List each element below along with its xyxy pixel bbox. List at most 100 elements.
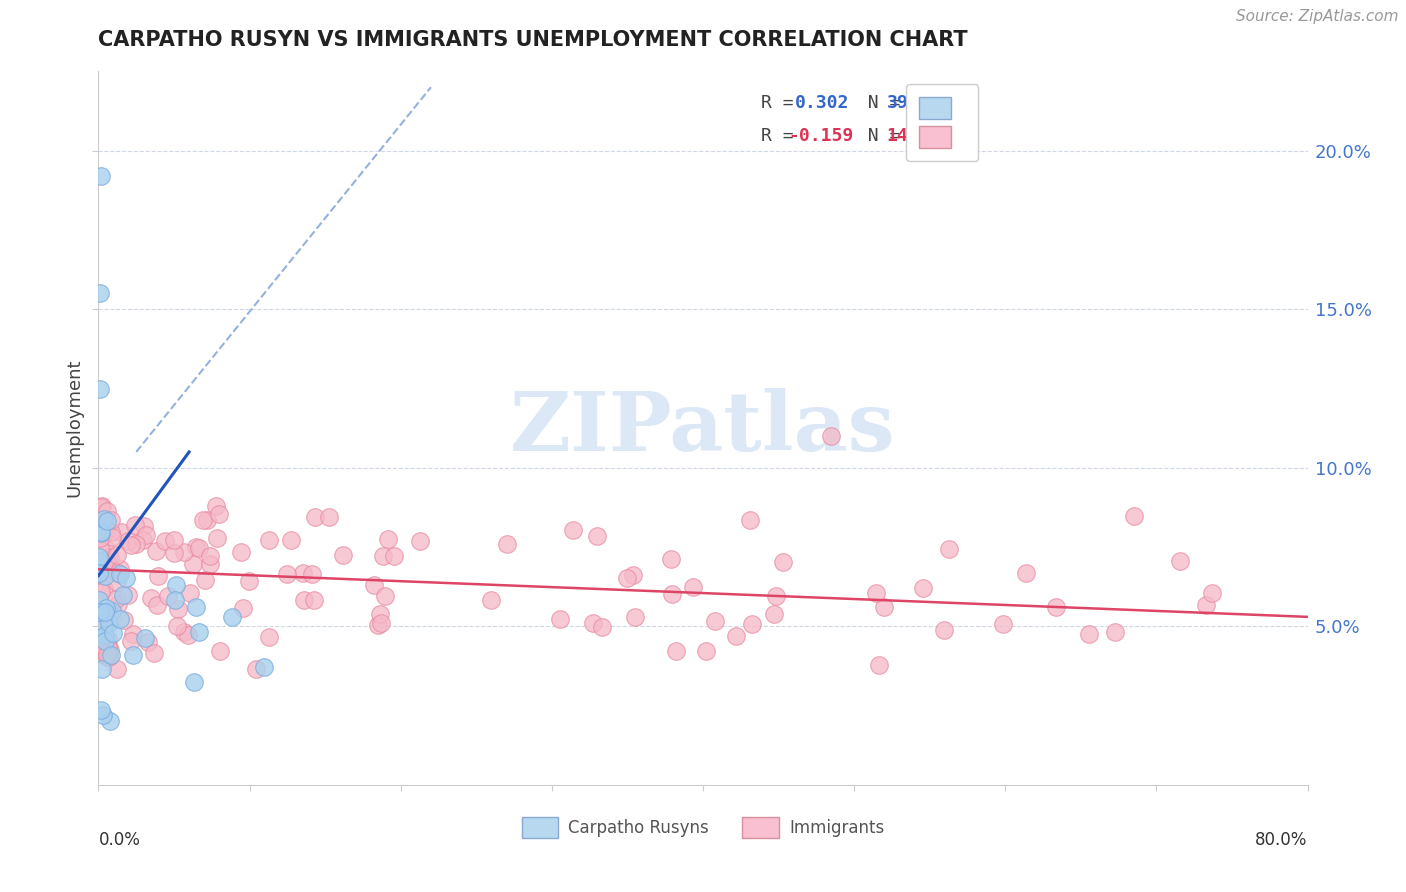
Point — [368, 607, 391, 621]
Point — [665, 644, 688, 658]
Point — [117, 534, 139, 549]
Point — [124, 517, 146, 532]
Point — [377, 532, 399, 546]
Point — [108, 562, 131, 576]
Point — [108, 612, 131, 626]
Point — [370, 616, 392, 631]
Point — [374, 589, 396, 603]
Text: R =: R = — [761, 127, 804, 145]
Point — [165, 593, 187, 607]
Point — [136, 635, 159, 649]
Text: N =: N = — [845, 95, 911, 112]
Point — [110, 525, 132, 540]
Point — [868, 658, 890, 673]
Point — [107, 597, 129, 611]
Point — [194, 573, 217, 587]
Point — [121, 627, 143, 641]
Point — [97, 616, 120, 631]
Point — [911, 581, 934, 595]
Point — [177, 628, 200, 642]
Point — [143, 646, 166, 660]
Text: -0.159: -0.159 — [789, 127, 853, 145]
Text: R =: R = — [761, 95, 804, 112]
Point — [621, 567, 644, 582]
Point — [1168, 554, 1191, 568]
Point — [132, 533, 155, 548]
Point — [89, 566, 111, 580]
Point — [110, 566, 132, 581]
Point — [585, 529, 607, 543]
Point — [122, 648, 145, 662]
Text: 148: 148 — [887, 127, 920, 145]
Point — [1104, 624, 1126, 639]
Point — [496, 537, 519, 551]
Point — [280, 533, 302, 548]
Point — [90, 565, 112, 579]
Point — [548, 611, 571, 625]
Point — [208, 644, 231, 658]
Point — [135, 528, 157, 542]
Point — [166, 619, 188, 633]
Point — [91, 527, 114, 541]
Point — [89, 532, 111, 546]
Point — [97, 640, 120, 654]
Point — [741, 616, 763, 631]
Point — [301, 567, 323, 582]
Point — [163, 546, 186, 560]
Point — [90, 703, 112, 717]
Point — [100, 513, 122, 527]
Point — [89, 382, 111, 396]
Point — [938, 542, 960, 557]
Point — [616, 571, 638, 585]
Point — [89, 637, 111, 651]
Point — [479, 592, 502, 607]
Point — [114, 571, 136, 585]
Point — [179, 586, 201, 600]
Text: ZIPatlas: ZIPatlas — [510, 388, 896, 468]
Point — [89, 610, 111, 624]
Point — [561, 523, 583, 537]
Point — [89, 621, 111, 635]
Point — [991, 617, 1014, 632]
Point — [94, 541, 117, 555]
Point — [208, 507, 231, 521]
Point — [120, 539, 142, 553]
Point — [820, 429, 842, 443]
Point — [191, 513, 214, 527]
Text: 0.0%: 0.0% — [98, 831, 141, 849]
Point — [93, 634, 115, 648]
Point — [186, 600, 208, 615]
Point — [98, 549, 121, 564]
Point — [94, 600, 117, 615]
Point — [98, 650, 121, 665]
Text: N =: N = — [845, 127, 911, 145]
Point — [183, 558, 205, 572]
Point — [97, 637, 120, 651]
Point — [101, 530, 124, 544]
Point — [221, 610, 243, 624]
Point — [91, 615, 114, 629]
Point — [120, 633, 142, 648]
Point — [245, 662, 267, 676]
Point — [90, 169, 112, 183]
Point — [93, 620, 115, 634]
Point — [146, 568, 169, 582]
Point — [661, 586, 683, 600]
Point — [96, 649, 118, 664]
Point — [302, 593, 325, 607]
Point — [165, 578, 187, 592]
Text: Source: ZipAtlas.com: Source: ZipAtlas.com — [1236, 9, 1399, 24]
Point — [90, 564, 112, 578]
Point — [132, 519, 155, 533]
Point — [724, 629, 747, 643]
Point — [276, 566, 298, 581]
Point — [89, 513, 111, 527]
Point — [90, 585, 112, 599]
Point — [96, 556, 118, 570]
Point — [738, 513, 761, 527]
Text: 39: 39 — [887, 95, 908, 112]
Point — [91, 707, 114, 722]
Point — [304, 510, 326, 524]
Point — [367, 618, 389, 632]
Point — [157, 589, 180, 603]
